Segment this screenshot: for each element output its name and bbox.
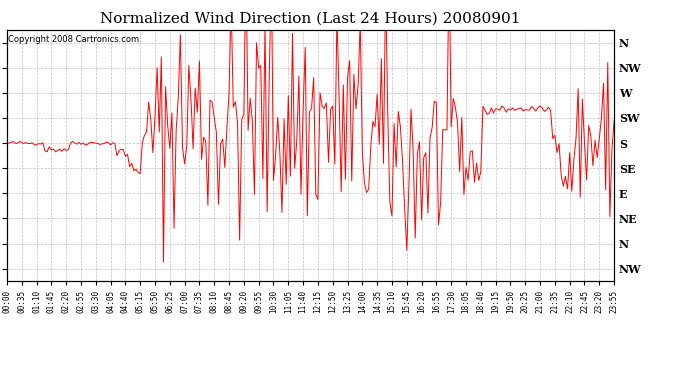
Text: Normalized Wind Direction (Last 24 Hours) 20080901: Normalized Wind Direction (Last 24 Hours… <box>100 11 521 25</box>
Text: Copyright 2008 Cartronics.com: Copyright 2008 Cartronics.com <box>8 35 139 44</box>
